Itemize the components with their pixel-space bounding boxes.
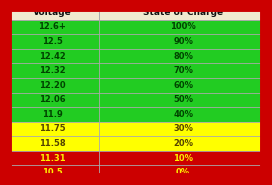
Bar [5, 107, 267, 122]
Text: State of Charge: State of Charge [143, 8, 223, 17]
Text: 12.20: 12.20 [39, 81, 66, 90]
Bar [5, 63, 267, 78]
Bar [5, 49, 267, 63]
Bar [5, 20, 267, 34]
Text: 80%: 80% [173, 52, 193, 60]
Text: 12.5: 12.5 [42, 37, 63, 46]
Bar [5, 122, 267, 136]
Text: 20%: 20% [173, 139, 193, 148]
Text: Voltage: Voltage [33, 8, 72, 17]
Text: 11.31: 11.31 [39, 154, 66, 163]
Text: 12.6+: 12.6+ [38, 22, 66, 31]
Text: 10%: 10% [173, 154, 193, 163]
Text: 60%: 60% [173, 81, 193, 90]
Text: 11.9: 11.9 [42, 110, 63, 119]
Bar [5, 136, 267, 151]
Text: 30%: 30% [173, 125, 193, 133]
Text: 50%: 50% [173, 95, 193, 104]
Text: 90%: 90% [173, 37, 193, 46]
Text: 40%: 40% [173, 110, 193, 119]
Bar [5, 5, 267, 20]
Bar [5, 165, 267, 180]
Bar [5, 78, 267, 92]
Text: 70%: 70% [173, 66, 193, 75]
Text: 12.06: 12.06 [39, 95, 66, 104]
Bar [5, 92, 267, 107]
Text: 10.5: 10.5 [42, 168, 63, 177]
Text: 12.32: 12.32 [39, 66, 66, 75]
Bar [5, 151, 267, 165]
Text: 100%: 100% [170, 22, 196, 31]
Text: 12.42: 12.42 [39, 52, 66, 60]
Text: 11.58: 11.58 [39, 139, 66, 148]
Text: 0%: 0% [176, 168, 190, 177]
Text: 11.75: 11.75 [39, 125, 66, 133]
Bar [5, 34, 267, 49]
